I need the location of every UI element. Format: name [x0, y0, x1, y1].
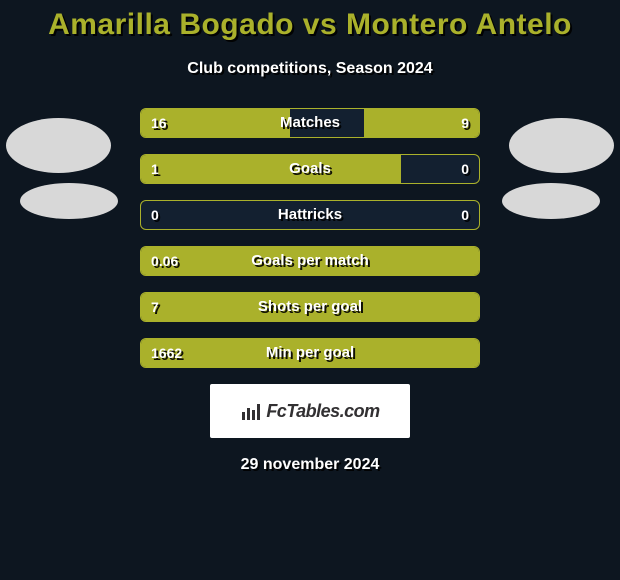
page-title: Amarilla Bogado vs Montero Antelo: [0, 0, 620, 42]
stat-label: Hattricks: [141, 201, 479, 229]
player2-name: Montero Antelo: [346, 8, 572, 41]
stat-bar-left: [141, 339, 479, 367]
brand-text: FcTables.com: [266, 401, 379, 422]
stat-bar-left: [141, 109, 290, 137]
stat-value-right: 0: [461, 155, 469, 183]
stat-row-matches: 169Matches: [140, 108, 480, 138]
player2-photo: [509, 118, 614, 173]
stat-bar-left: [141, 155, 401, 183]
stat-bars: 169Matches10Goals00Hattricks0.06Goals pe…: [140, 108, 480, 368]
stat-bar-left: [141, 293, 479, 321]
stat-row-shots-per-goal: 7Shots per goal: [140, 292, 480, 322]
stat-value-left: 0: [151, 201, 159, 229]
stat-value-right: 0: [461, 201, 469, 229]
player1-name: Amarilla Bogado: [48, 8, 294, 41]
comparison-content: 169Matches10Goals00Hattricks0.06Goals pe…: [0, 108, 620, 474]
player2-jersey: [502, 183, 600, 219]
subtitle: Club competitions, Season 2024: [0, 60, 620, 78]
brand-badge[interactable]: FcTables.com: [210, 384, 410, 438]
stat-row-goals: 10Goals: [140, 154, 480, 184]
stat-row-hattricks: 0 0Hattricks: [140, 200, 480, 230]
stat-bar-right: [364, 109, 479, 137]
player1-photo: [6, 118, 111, 173]
stat-row-goals-per-match: 0.06Goals per match: [140, 246, 480, 276]
stat-bar-left: [141, 247, 479, 275]
player1-jersey: [20, 183, 118, 219]
vs-text: vs: [294, 8, 346, 41]
brand-chart-icon: [240, 400, 262, 422]
date-text: 29 november 2024: [0, 456, 620, 474]
stat-row-min-per-goal: 1662Min per goal: [140, 338, 480, 368]
